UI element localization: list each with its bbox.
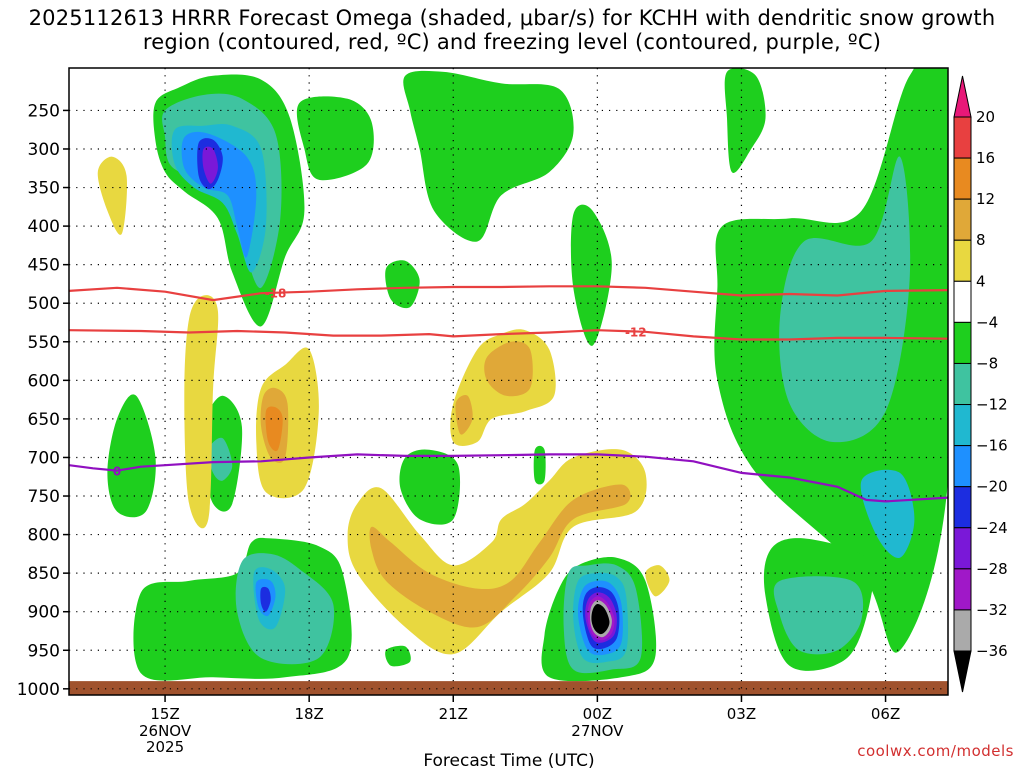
dendritic-label--12: -12 xyxy=(625,325,647,339)
colorbar-label-13: −36 xyxy=(976,642,1008,660)
omega-region-green xyxy=(385,260,420,309)
credit-link[interactable]: coolwx.com/models xyxy=(857,742,1014,760)
y-tick-label-700: 700 xyxy=(28,448,60,468)
omega-region-yellow xyxy=(97,156,128,235)
chart-title: 2025112613 HRRR Forecast Omega (shaded, … xyxy=(28,6,996,54)
dendritic-label--18: -18 xyxy=(265,287,287,301)
colorbar-label-10: −24 xyxy=(976,519,1008,537)
colorbar-label-7: −12 xyxy=(976,396,1008,414)
dendritic-contour--18 xyxy=(69,285,948,302)
y-tick-label-900: 900 xyxy=(28,603,60,623)
omega-region-gold xyxy=(484,341,533,397)
omega-region-green xyxy=(385,645,411,667)
omega-region-cyan xyxy=(860,469,915,559)
omega-region-green xyxy=(403,70,574,242)
y-tick-label-400: 400 xyxy=(28,217,60,237)
x-tick-label-15Z: 15Z xyxy=(150,705,179,723)
x-tick-sublabel-27NOV: 27NOV xyxy=(571,722,624,740)
omega-region-purple xyxy=(202,146,218,184)
colorbar-label-6: −8 xyxy=(976,354,998,372)
omega-region-gold xyxy=(455,394,473,435)
y-tick-label-250: 250 xyxy=(28,101,60,121)
colorbar-bin-teal xyxy=(953,362,972,406)
colorbar-label-9: −20 xyxy=(976,478,1008,496)
y-tick-label-650: 650 xyxy=(28,410,60,430)
omega-region-green xyxy=(724,68,766,173)
colorbar-bin-lightblue xyxy=(953,445,972,488)
y-tick-label-800: 800 xyxy=(28,526,60,546)
omega-region-green xyxy=(296,96,374,181)
omega-region-black xyxy=(591,603,610,635)
omega-region-teal xyxy=(207,437,233,481)
colorbar-bin-gold xyxy=(953,198,972,241)
y-tick-label-600: 600 xyxy=(28,371,60,391)
x-tick-sublabel-26NOV: 26NOV xyxy=(139,722,192,740)
freezing-contour-0 xyxy=(69,453,948,503)
colorbar-label-4: 4 xyxy=(976,272,986,290)
colorbar-bin-gray xyxy=(953,609,972,652)
y-tick-label-450: 450 xyxy=(28,256,60,276)
omega-region-green xyxy=(107,394,156,518)
x-tick-label-21Z: 21Z xyxy=(439,705,468,723)
x-tick-label-18Z: 18Z xyxy=(294,705,323,723)
omega-region-green xyxy=(399,449,461,525)
y-tick-label-350: 350 xyxy=(28,179,60,199)
ground-layer xyxy=(69,681,948,695)
omega-region-green xyxy=(570,204,612,346)
y-tick-label-1000: 1000 xyxy=(17,680,60,700)
colorbar-bin-blue xyxy=(953,486,972,529)
x-axis-label: Forecast Time (UTC) xyxy=(423,751,594,768)
colorbar-bin-white xyxy=(953,280,972,323)
omega-region-blue xyxy=(260,586,271,612)
omega-region-yellow xyxy=(184,295,219,529)
omega-region-yellow xyxy=(645,565,670,597)
x-tick-label-06Z: 06Z xyxy=(871,705,900,723)
plot-frame xyxy=(68,67,949,696)
y-tick-label-950: 950 xyxy=(28,641,60,661)
colorbar-label-1: 16 xyxy=(976,149,995,167)
x-tick-sublabel-2025: 2025 xyxy=(146,738,184,756)
omega-region-green xyxy=(533,445,546,485)
colorbar-bin-pink xyxy=(953,75,972,118)
colorbar-label-5: −4 xyxy=(976,313,998,331)
y-tick-label-750: 750 xyxy=(28,487,60,507)
colorbar-bin-magenta xyxy=(953,568,972,611)
colorbar-bin-orange xyxy=(953,157,972,200)
omega-region-teal xyxy=(779,156,911,443)
y-tick-label-300: 300 xyxy=(28,140,60,160)
colorbar-label-0: 20 xyxy=(976,108,995,126)
colorbar-bin-red xyxy=(953,116,972,159)
colorbar-bin-black xyxy=(953,650,972,693)
y-tick-label-850: 850 xyxy=(28,564,60,584)
colorbar-label-8: −16 xyxy=(976,437,1008,455)
colorbar-label-3: 8 xyxy=(976,231,986,249)
x-tick-label-00Z: 00Z xyxy=(583,705,612,723)
colorbar-bin-yellow xyxy=(953,239,972,282)
colorbar-label-2: 12 xyxy=(976,190,995,208)
x-tick-label-03Z: 03Z xyxy=(727,705,756,723)
dendritic-contour--12 xyxy=(69,329,948,341)
colorbar-label-12: −32 xyxy=(976,601,1008,619)
y-tick-label-550: 550 xyxy=(28,333,60,353)
omega-region-teal xyxy=(773,576,864,655)
omega-region-orange xyxy=(265,406,283,452)
y-tick-label-500: 500 xyxy=(28,294,60,314)
freezing-label-0: 0 xyxy=(113,465,121,479)
colorbar-label-11: −28 xyxy=(976,560,1008,578)
colorbar-bin-green xyxy=(953,321,972,364)
colorbar-bin-cyan xyxy=(953,404,972,447)
omega-region-gold xyxy=(369,484,631,628)
colorbar-bin-purple xyxy=(953,527,972,570)
